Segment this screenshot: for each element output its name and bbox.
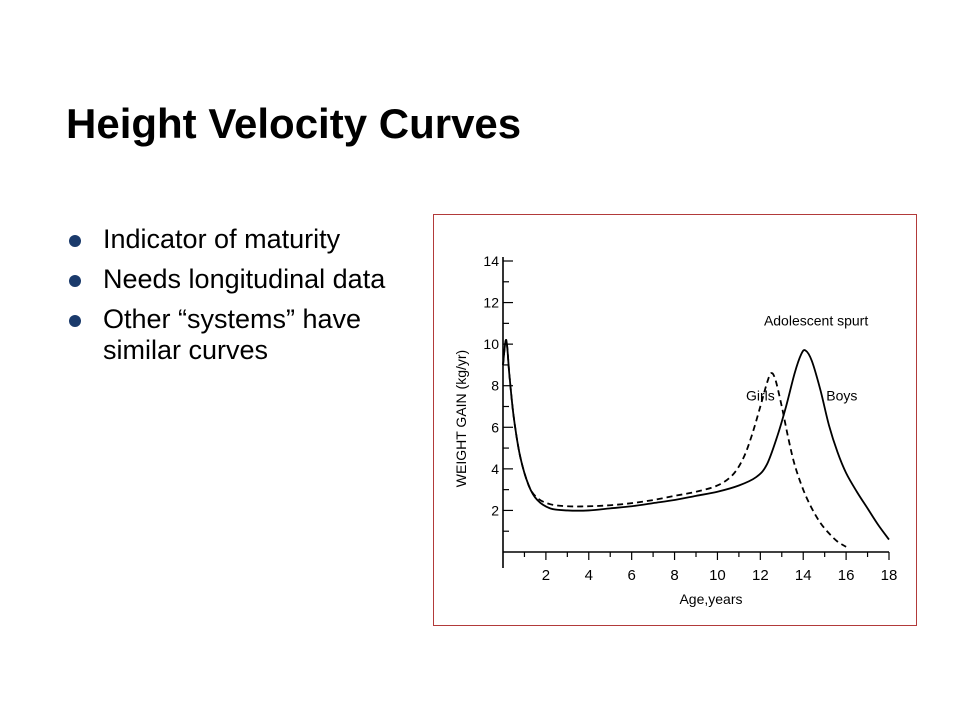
bullet-dot-icon: [69, 235, 81, 247]
y-tick-label: 8: [491, 378, 499, 394]
chart-annotation: Adolescent spurt: [764, 312, 868, 328]
y-tick-label: 4: [491, 461, 499, 477]
y-tick-label: 10: [483, 336, 499, 352]
x-tick-label: 4: [585, 567, 593, 584]
x-axis-label: Age,years: [679, 591, 742, 607]
chart-annotation: Boys: [826, 387, 857, 403]
x-tick-label: 14: [795, 567, 812, 584]
bullet-item-maturity: Indicator of maturity: [66, 224, 396, 255]
bullet-text: Needs longitudinal data: [103, 264, 386, 294]
x-tick-label: 18: [881, 567, 898, 584]
bullet-text: Indicator of maturity: [103, 224, 341, 254]
series-line-boys: [502, 339, 890, 541]
y-tick-label: 12: [483, 295, 499, 311]
chart-frame: 2 4 6 8 10 12 14 16 18 2 4 6 8 10 12 14 Age,years WEIGHT …: [433, 214, 917, 626]
y-tick-label: 2: [491, 502, 499, 518]
bullet-dot-icon: [69, 315, 81, 327]
x-tick-label: 2: [542, 567, 550, 584]
x-tick-label: 12: [752, 567, 769, 584]
velocity-chart: 2 4 6 8 10 12 14 16 18 2 4 6 8 10 12 14 Age,years WEIGHT …: [453, 253, 898, 607]
y-tick-label: 6: [491, 419, 499, 435]
x-tick-label: 16: [838, 567, 855, 584]
bullet-list: Indicator of maturity Needs longitudinal…: [66, 224, 396, 375]
slide-title: Height Velocity Curves: [66, 100, 522, 147]
bullet-item-systems: Other “systems” have similar curves: [66, 304, 396, 366]
chart-annotation: Girls: [746, 387, 775, 403]
x-tick-label: 8: [670, 567, 678, 584]
y-tick-label: 14: [483, 253, 499, 269]
bullet-text: Other “systems” have similar curves: [103, 304, 362, 365]
series-line-girls: [502, 339, 847, 548]
x-tick-label: 6: [627, 567, 635, 584]
y-axis-label: WEIGHT GAIN (kg/yr): [453, 350, 469, 487]
bullet-item-longitudinal: Needs longitudinal data: [66, 264, 396, 295]
bullet-dot-icon: [69, 275, 81, 287]
x-tick-label: 10: [709, 567, 726, 584]
